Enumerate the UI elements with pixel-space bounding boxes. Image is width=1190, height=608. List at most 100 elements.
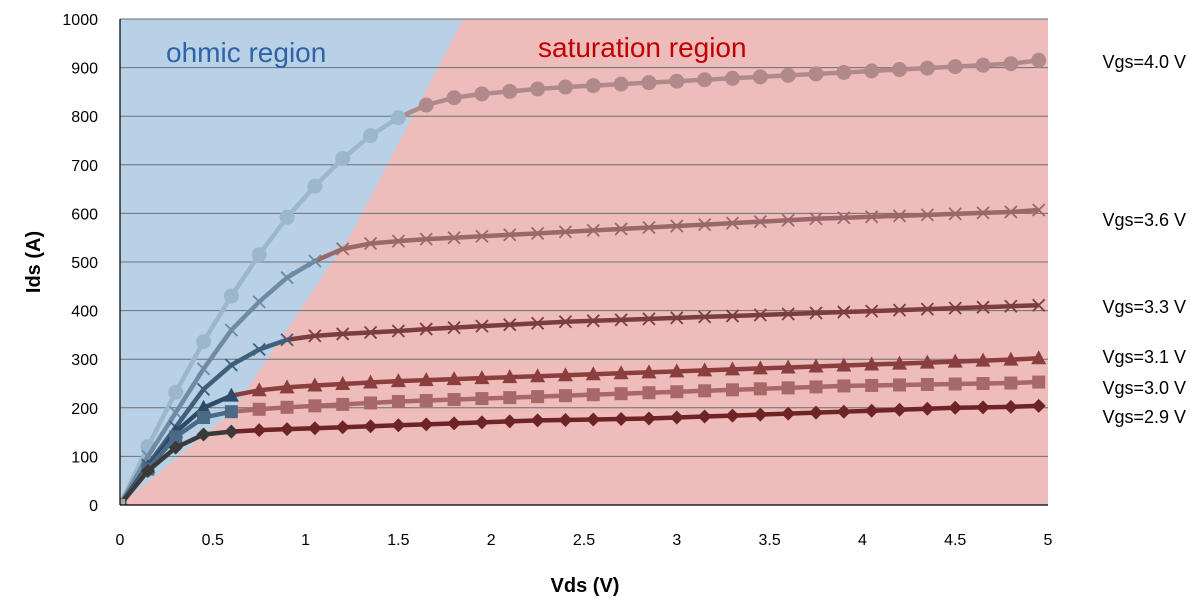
y-tick-label: 1000 (62, 12, 98, 29)
data-point (641, 75, 657, 91)
data-point (502, 414, 517, 429)
data-point (335, 150, 351, 166)
data-point (446, 90, 462, 106)
data-point (976, 377, 990, 390)
data-point (892, 355, 908, 370)
data-point (836, 357, 852, 372)
data-point (892, 209, 907, 223)
data-point (223, 288, 239, 304)
data-point (892, 402, 907, 417)
series-4 (120, 375, 1046, 505)
data-point (641, 411, 656, 426)
data-point (808, 358, 824, 373)
data-point (586, 223, 600, 238)
data-point (781, 406, 796, 421)
data-point (724, 70, 740, 86)
data-point (892, 303, 907, 317)
data-point (307, 377, 323, 392)
data-point (224, 323, 238, 337)
data-point (335, 420, 350, 435)
data-point (781, 307, 795, 321)
data-point (893, 378, 907, 392)
data-point (725, 383, 739, 397)
y-tick-label: 300 (71, 352, 98, 369)
data-point (447, 416, 462, 431)
x-tick-label: 4.5 (944, 532, 966, 549)
data-point (280, 333, 294, 347)
data-point (947, 353, 963, 368)
data-point (947, 59, 963, 75)
data-point (669, 410, 684, 425)
data-point (865, 378, 879, 392)
data-point (1032, 375, 1046, 389)
data-point (530, 81, 546, 97)
data-point (670, 385, 684, 399)
data-point (641, 364, 657, 379)
x-tick-label: 4 (858, 532, 867, 549)
data-point (558, 389, 572, 403)
data-point (725, 216, 740, 230)
data-point (503, 318, 517, 332)
data-point (557, 367, 573, 382)
data-point (502, 83, 518, 99)
series-label: Vgs=3.3 V (1102, 297, 1186, 317)
data-point (447, 231, 461, 245)
data-point (447, 320, 461, 335)
data-point (585, 366, 601, 381)
data-point (391, 418, 406, 433)
data-point (614, 222, 628, 236)
data-point (920, 208, 934, 222)
data-point (1004, 376, 1018, 390)
data-point (558, 412, 573, 427)
data-point (837, 211, 851, 225)
data-point (753, 308, 767, 322)
data-point (697, 409, 712, 424)
data-point (196, 399, 212, 414)
data-point (725, 309, 740, 323)
data-point (948, 207, 962, 221)
data-point (669, 73, 685, 89)
data-point (475, 392, 489, 406)
data-point (364, 396, 378, 410)
data-point (196, 334, 212, 350)
data-point (308, 329, 322, 343)
data-point (419, 322, 433, 336)
x-tick-label: 0 (116, 532, 125, 549)
x-tick-label: 5 (1044, 532, 1053, 549)
series-line (286, 303, 1039, 342)
series-label: Vgs=3.1 V (1102, 347, 1186, 367)
data-point (474, 86, 490, 102)
data-point (1003, 56, 1019, 72)
y-axis-title: Ids (A) (23, 231, 45, 293)
data-point (837, 379, 851, 393)
data-point (168, 384, 184, 400)
data-point (586, 412, 601, 427)
data-point (780, 359, 796, 374)
data-point (252, 423, 267, 438)
data-point (698, 384, 712, 398)
x-tick-label: 0.5 (202, 532, 224, 549)
data-point (698, 217, 712, 232)
data-point (808, 66, 824, 82)
data-point (614, 411, 629, 426)
data-point (391, 234, 406, 248)
data-point (780, 67, 796, 83)
data-point (503, 228, 517, 242)
data-point (307, 421, 322, 436)
data-point (975, 57, 991, 73)
data-point (224, 358, 238, 372)
data-point (809, 405, 823, 420)
x-tick-label: 2.5 (573, 532, 595, 549)
data-point (279, 379, 295, 394)
y-tick-label: 600 (71, 206, 98, 223)
x-tick-label: 1 (301, 532, 310, 549)
saturation-region-label: saturation region (538, 32, 747, 63)
data-point (642, 386, 656, 400)
series-5 (120, 398, 1046, 505)
data-point (976, 400, 991, 415)
series-label: Vgs=4.0 V (1102, 52, 1186, 72)
data-point (363, 419, 378, 434)
data-point (279, 209, 295, 225)
data-point (390, 373, 406, 388)
